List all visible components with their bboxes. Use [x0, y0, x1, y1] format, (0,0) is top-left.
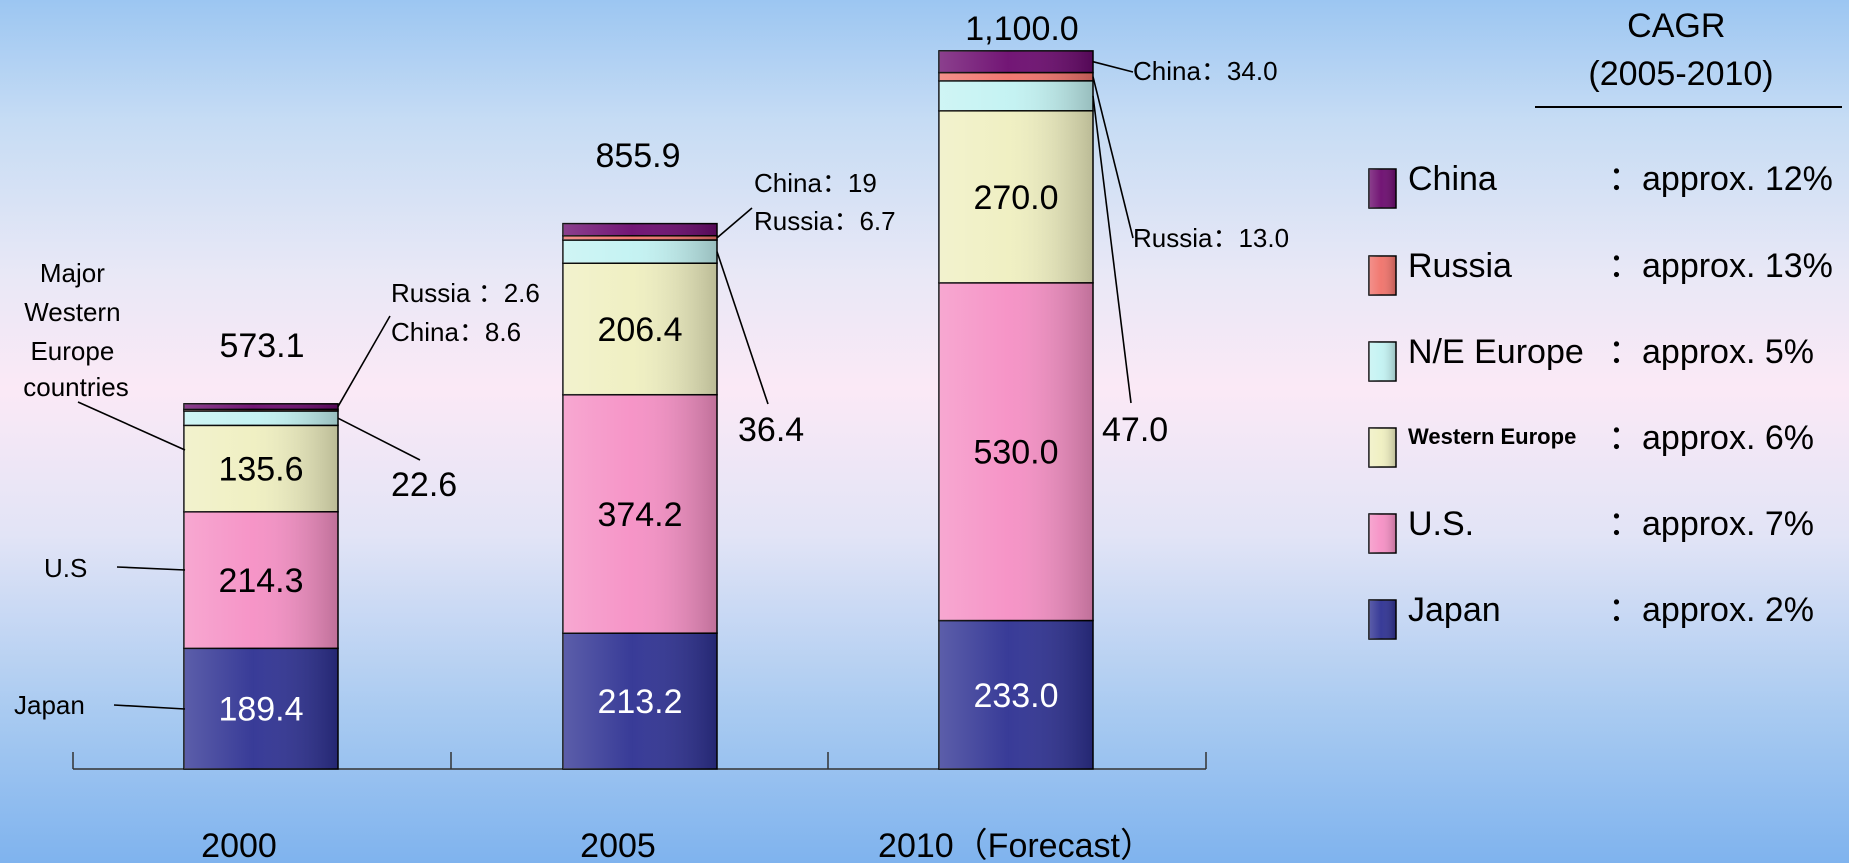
side-label-us: U.S — [44, 553, 87, 583]
legend-swatch-shading — [1369, 428, 1396, 467]
legend-label-china: China — [1408, 160, 1497, 198]
x-category-label: 2010（Forecast） — [878, 827, 1154, 863]
bar-segment-shading — [184, 425, 338, 512]
callout-leader-line — [1092, 95, 1132, 404]
bar-value-label-japan: 189.4 — [218, 691, 303, 729]
bar-value-label-us: 214.3 — [218, 562, 303, 600]
bar-value-label-us: 374.2 — [597, 496, 682, 534]
bars-layer: 189.4 214.3 135.6 213.2 374.2 206.4 233.0 530.0… — [183, 50, 1094, 770]
callout-leader-lines — [337, 60, 1134, 461]
legend-cagr-value: ：approx. 13% — [1608, 247, 1833, 285]
bar-segment-shading — [563, 394, 717, 634]
callout-russia-2000: Russia ：2.6 — [391, 278, 540, 308]
legend-cagr-value: ：approx. 2% — [1608, 591, 1814, 629]
bar-segment-shading — [184, 403, 338, 410]
callout-ne-europe-2005: 36.4 — [738, 411, 804, 449]
side-label-japan: Japan — [14, 690, 85, 720]
bar-segment-shading — [939, 50, 1093, 73]
bar-segment-shading — [184, 410, 338, 426]
callout-china-2010: China：34.0 — [1133, 56, 1278, 86]
callout-leader-line — [716, 251, 769, 405]
bar-value-label-western-europe: 135.6 — [218, 451, 303, 489]
callout-russia-2010: Russia：13.0 — [1133, 223, 1289, 253]
callout-china-2000: China：8.6 — [391, 317, 521, 347]
legend-swatch-shading — [1369, 514, 1396, 553]
x-category-label: 2005 — [580, 827, 656, 863]
bar-segment-shading — [939, 110, 1093, 283]
bar-segment-shading — [563, 223, 717, 236]
bar-segment-shading — [184, 648, 338, 769]
total-label: 573.1 — [219, 327, 304, 365]
legend-label-japan: Japan — [1408, 591, 1501, 629]
legend-cagr-value: ：approx. 12% — [1608, 160, 1833, 198]
side-label-leader — [116, 566, 186, 571]
legend-label-russia: Russia — [1408, 247, 1512, 285]
bar-value-label-western-europe: 270.0 — [973, 179, 1058, 217]
callout-russia-2005: Russia：6.7 — [754, 206, 896, 236]
bar-value-label-japan: 233.0 — [973, 677, 1058, 715]
legend-cagr-value: ：approx. 6% — [1608, 419, 1814, 457]
bar-segment-shading — [939, 72, 1093, 81]
total-label: 855.9 — [595, 137, 680, 175]
callout-china-2005: China：19 — [754, 168, 877, 198]
bar-value-label-western-europe: 206.4 — [597, 311, 682, 349]
bar-segment-shading — [563, 239, 717, 264]
side-label-leader — [77, 401, 186, 451]
bar-segment-shading — [939, 620, 1093, 769]
callout-ne-europe-2000: 22.6 — [391, 466, 457, 504]
bar-segment-shading — [939, 282, 1093, 621]
legend-label-ne-europe: N/E Europe — [1408, 333, 1584, 371]
legend-label-western-europe: Western Europe — [1408, 424, 1576, 449]
legend-swatch-shading — [1369, 256, 1396, 295]
total-label: 1,100.0 — [965, 10, 1078, 48]
callout-ne-europe-2010: 47.0 — [1102, 411, 1168, 449]
legend-cagr-value: ：approx. 7% — [1608, 505, 1814, 543]
legend-swatch-shading — [1369, 600, 1396, 639]
bar-segment-shading — [563, 263, 717, 395]
bar-segment-shading — [563, 235, 717, 240]
side-label-leader — [113, 704, 186, 710]
callout-leader-line — [337, 417, 421, 461]
bar-value-label-japan: 213.2 — [597, 683, 682, 721]
bar-segment-shading — [184, 511, 338, 649]
callout-leader-line — [337, 315, 391, 407]
legend-swatch-shading — [1369, 342, 1396, 381]
bar-segment-shading — [563, 633, 717, 769]
callout-leader-line — [1092, 76, 1134, 239]
legend: China ：approx. 12% Russia ：approx. 13% N/E E… — [1368, 160, 1833, 640]
bar-segment-shading — [939, 80, 1093, 111]
legend-title: CAGR (2005-2010) — [1588, 7, 1773, 93]
bar-segment-shading — [184, 409, 338, 411]
legend-swatch-shading — [1369, 169, 1396, 208]
legend-cagr-value: ：approx. 5% — [1608, 333, 1814, 371]
callout-leader-line — [1092, 60, 1134, 73]
legend-label-us: U.S. — [1408, 505, 1474, 543]
callout-leader-line — [716, 207, 753, 239]
x-category-label: 2000 — [201, 827, 277, 863]
side-label-western-europe: Major Western Europe countries — [23, 258, 129, 402]
bar-value-label-us: 530.0 — [973, 434, 1058, 472]
